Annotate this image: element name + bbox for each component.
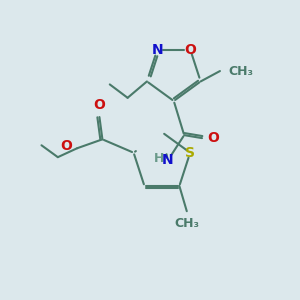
Text: O: O (184, 43, 196, 57)
Text: N: N (152, 43, 163, 57)
Text: H: H (154, 152, 165, 164)
Text: O: O (60, 139, 72, 153)
Text: S: S (185, 146, 195, 160)
Text: O: O (207, 131, 219, 145)
Text: N: N (162, 153, 174, 167)
Text: CH₃: CH₃ (174, 217, 199, 230)
Text: CH₃: CH₃ (228, 64, 253, 77)
Text: O: O (94, 98, 105, 112)
